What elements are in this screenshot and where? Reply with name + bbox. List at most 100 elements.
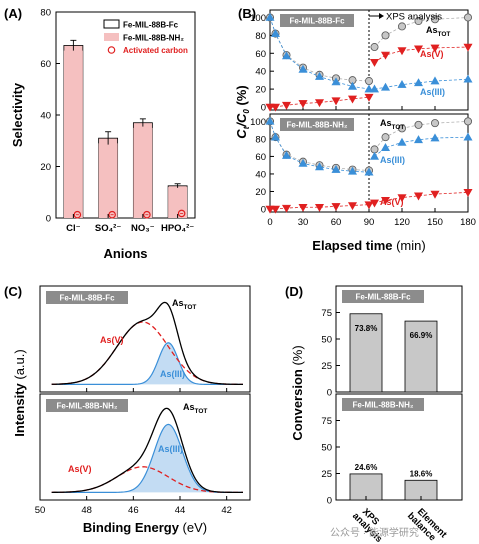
point-as-v (265, 103, 275, 112)
point-as-v (364, 93, 374, 102)
subplot-title-box (280, 118, 354, 131)
y-axis-title: Selectivity (10, 82, 25, 147)
y-axis-title: Intensity (a.u.) (12, 349, 27, 436)
x-tick-label: 90 (364, 217, 375, 228)
bar-xps-analysis (349, 473, 383, 501)
y-tick-label: 60 (255, 152, 266, 163)
bar-nh2 (98, 143, 118, 218)
as-tot-curve (51, 301, 244, 386)
label-as-tot: AsTOT (183, 402, 207, 415)
point-as-iii (265, 12, 275, 21)
y-tick-label: 75 (321, 308, 332, 319)
point-as-v (314, 99, 325, 108)
y-tick-label: 80 (40, 8, 51, 19)
point-as-iii (463, 74, 473, 83)
panel-label-b: (B) (238, 6, 256, 21)
y-tick-label: 40 (40, 111, 51, 122)
point-as-v (270, 103, 281, 112)
x-tick-label: 180 (460, 217, 476, 228)
point-as-v (364, 201, 374, 210)
point-as-iii (397, 80, 407, 88)
point-as-v (430, 44, 440, 53)
panel-label-d: (D) (285, 284, 303, 299)
legend-label-nh2: Fe-MIL-88B-NH₂ (123, 34, 184, 43)
x-tick-label: Cl⁻ (66, 223, 81, 234)
x-tick-label: SO₄²⁻ (95, 223, 121, 234)
x-axis-title: Elapsed time (min) (312, 238, 425, 253)
point-as-v (298, 100, 308, 109)
subplot-title: Fe-MIL-88B-NH₂ (353, 401, 414, 410)
panel-a: (A) 0 20 40 60 80 Selectivity Anions Cl⁻ SO₄²⁻ NO₃… (4, 6, 196, 261)
marker-activated-carbon (73, 210, 82, 219)
as-tot-curve (51, 407, 244, 494)
x-tick-label: 0 (267, 217, 272, 228)
point-as-v (397, 194, 407, 203)
point-as-tot (463, 13, 472, 22)
xps-label: XPS analysis (386, 12, 442, 23)
series-label-as-tot: AsTOT (426, 25, 450, 38)
point-as-iii (369, 151, 380, 160)
watermark: 公众号 · 能源学研究 (330, 526, 419, 539)
y-axis-title: Ct/C0 (%) (234, 85, 251, 138)
point-as-iii (364, 167, 374, 176)
y-tick-label: 75 (321, 416, 332, 427)
bar-value-label: 18.6% (410, 469, 433, 478)
x-tick-label: 30 (298, 217, 309, 228)
y-tick-label: 0 (261, 103, 266, 114)
subplot-title-box (342, 290, 424, 303)
point-as-v (369, 199, 380, 208)
subplot-title: Fe-MIL-88B-Fc (59, 294, 115, 303)
x-tick-label: NO₃⁻ (131, 223, 155, 234)
point-as-iii (347, 166, 358, 175)
point-as-v (298, 203, 308, 212)
point-as-tot (370, 43, 379, 52)
point-as-iii (369, 84, 380, 93)
y-tick-label: 0 (327, 496, 332, 507)
point-as-iii (347, 81, 358, 90)
point-as-iii (270, 28, 281, 37)
point-as-tot (381, 133, 390, 142)
x-tick-label: 42 (221, 505, 232, 516)
point-as-iii (331, 77, 341, 86)
y-tick-label: 80 (255, 31, 266, 42)
point-as-iii (380, 82, 391, 91)
xps-arrowhead (379, 13, 384, 19)
legend-label-fc: Fe-MIL-88B-Fc (123, 21, 179, 30)
y-tick-label: 80 (255, 134, 266, 145)
point-as-iii (298, 158, 308, 167)
point-as-iii (413, 135, 424, 144)
as-iii-fill (51, 424, 243, 493)
point-as-iii (281, 51, 292, 60)
x-tick-label: 44 (175, 505, 186, 516)
point-as-v (281, 204, 292, 213)
point-as-v (270, 205, 281, 214)
y-tick-label: 25 (321, 361, 332, 372)
point-as-v (380, 196, 391, 205)
point-as-v (347, 202, 358, 211)
y-tick-label: 0 (46, 214, 51, 225)
point-as-v (430, 190, 440, 199)
panel-d: (D) 0 25 50 75 Fe-MIL-88B-Fc 73.8% 66.9% 0 25 50 75… (285, 284, 463, 544)
point-as-tot (364, 77, 373, 86)
label-as-iii: As(III) (158, 444, 183, 454)
point-as-iii (413, 78, 424, 87)
x-tick-label: 150 (427, 217, 443, 228)
subplot-title: Fe-MIL-88B-NH₂ (57, 402, 118, 411)
y-tick-label: 60 (40, 59, 51, 70)
point-as-iii (463, 132, 473, 141)
y-tick-label: 100 (250, 117, 266, 128)
point-as-v (331, 203, 341, 211)
marker-activated-carbon (108, 210, 116, 219)
bar-value-label: 66.9% (410, 331, 433, 340)
series-line (269, 17, 370, 90)
point-as-v (463, 189, 473, 197)
y-tick-label: 50 (321, 335, 332, 346)
point-as-iii (364, 84, 374, 93)
point-as-v (413, 192, 424, 201)
x-axis-title: Binding Energy (eV) (83, 520, 207, 535)
legend-marker-ac (107, 46, 116, 54)
point-as-tot (463, 117, 472, 126)
subplot-title-box (46, 291, 128, 304)
x-axis-title: Anions (103, 246, 147, 261)
legend-label-ac: Activated carbon (123, 46, 188, 55)
